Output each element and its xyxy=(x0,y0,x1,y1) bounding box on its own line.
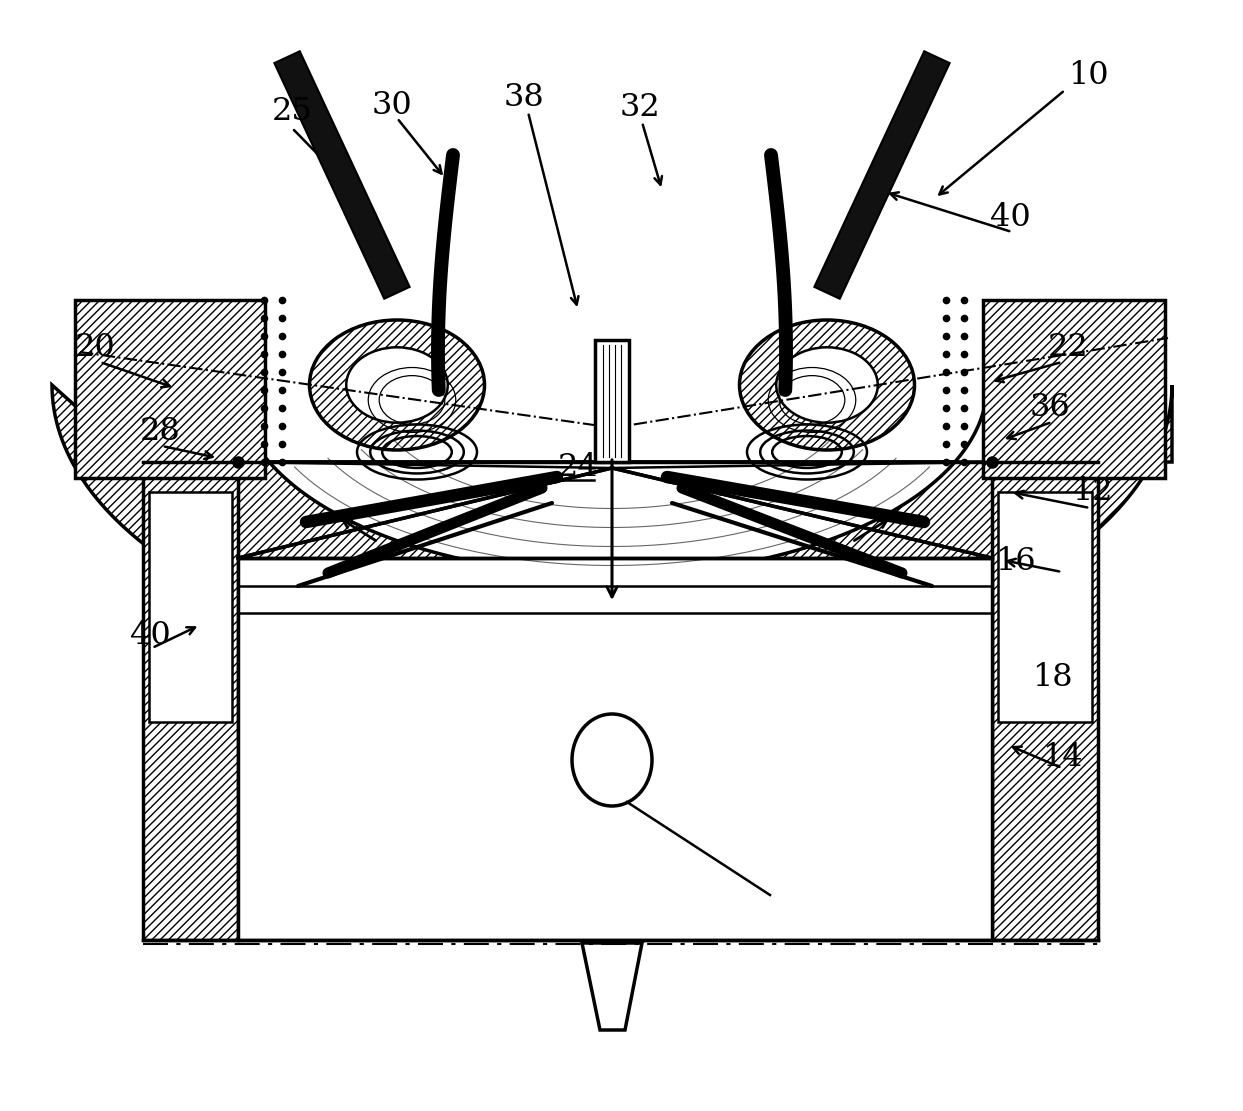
Polygon shape xyxy=(983,300,1165,478)
Text: 22: 22 xyxy=(1048,332,1089,363)
Polygon shape xyxy=(814,51,950,299)
Text: 30: 30 xyxy=(372,90,413,120)
Polygon shape xyxy=(237,386,987,575)
Text: 25: 25 xyxy=(271,97,312,128)
Text: 10: 10 xyxy=(1068,60,1109,90)
Text: 20: 20 xyxy=(75,332,116,363)
Ellipse shape xyxy=(776,348,878,422)
Text: 36: 36 xyxy=(1029,392,1070,423)
Polygon shape xyxy=(998,492,1093,722)
Ellipse shape xyxy=(310,320,485,450)
Ellipse shape xyxy=(740,320,915,450)
Text: 18: 18 xyxy=(1032,662,1073,693)
Text: 28: 28 xyxy=(139,417,180,448)
Text: 14: 14 xyxy=(1042,742,1083,773)
Polygon shape xyxy=(275,51,410,299)
Polygon shape xyxy=(237,558,992,940)
Polygon shape xyxy=(582,943,641,1030)
Text: 38: 38 xyxy=(503,82,544,113)
Polygon shape xyxy=(149,492,232,722)
Text: 16: 16 xyxy=(994,547,1035,578)
Text: 40: 40 xyxy=(129,620,170,651)
Text: 24: 24 xyxy=(558,452,598,483)
Polygon shape xyxy=(992,462,1098,940)
Polygon shape xyxy=(52,386,1172,675)
Polygon shape xyxy=(75,300,265,478)
Text: 32: 32 xyxy=(619,92,660,123)
Text: 12: 12 xyxy=(1071,477,1112,508)
Text: 40: 40 xyxy=(989,202,1030,233)
Polygon shape xyxy=(143,462,237,940)
Ellipse shape xyxy=(347,348,447,422)
Polygon shape xyxy=(595,340,629,462)
